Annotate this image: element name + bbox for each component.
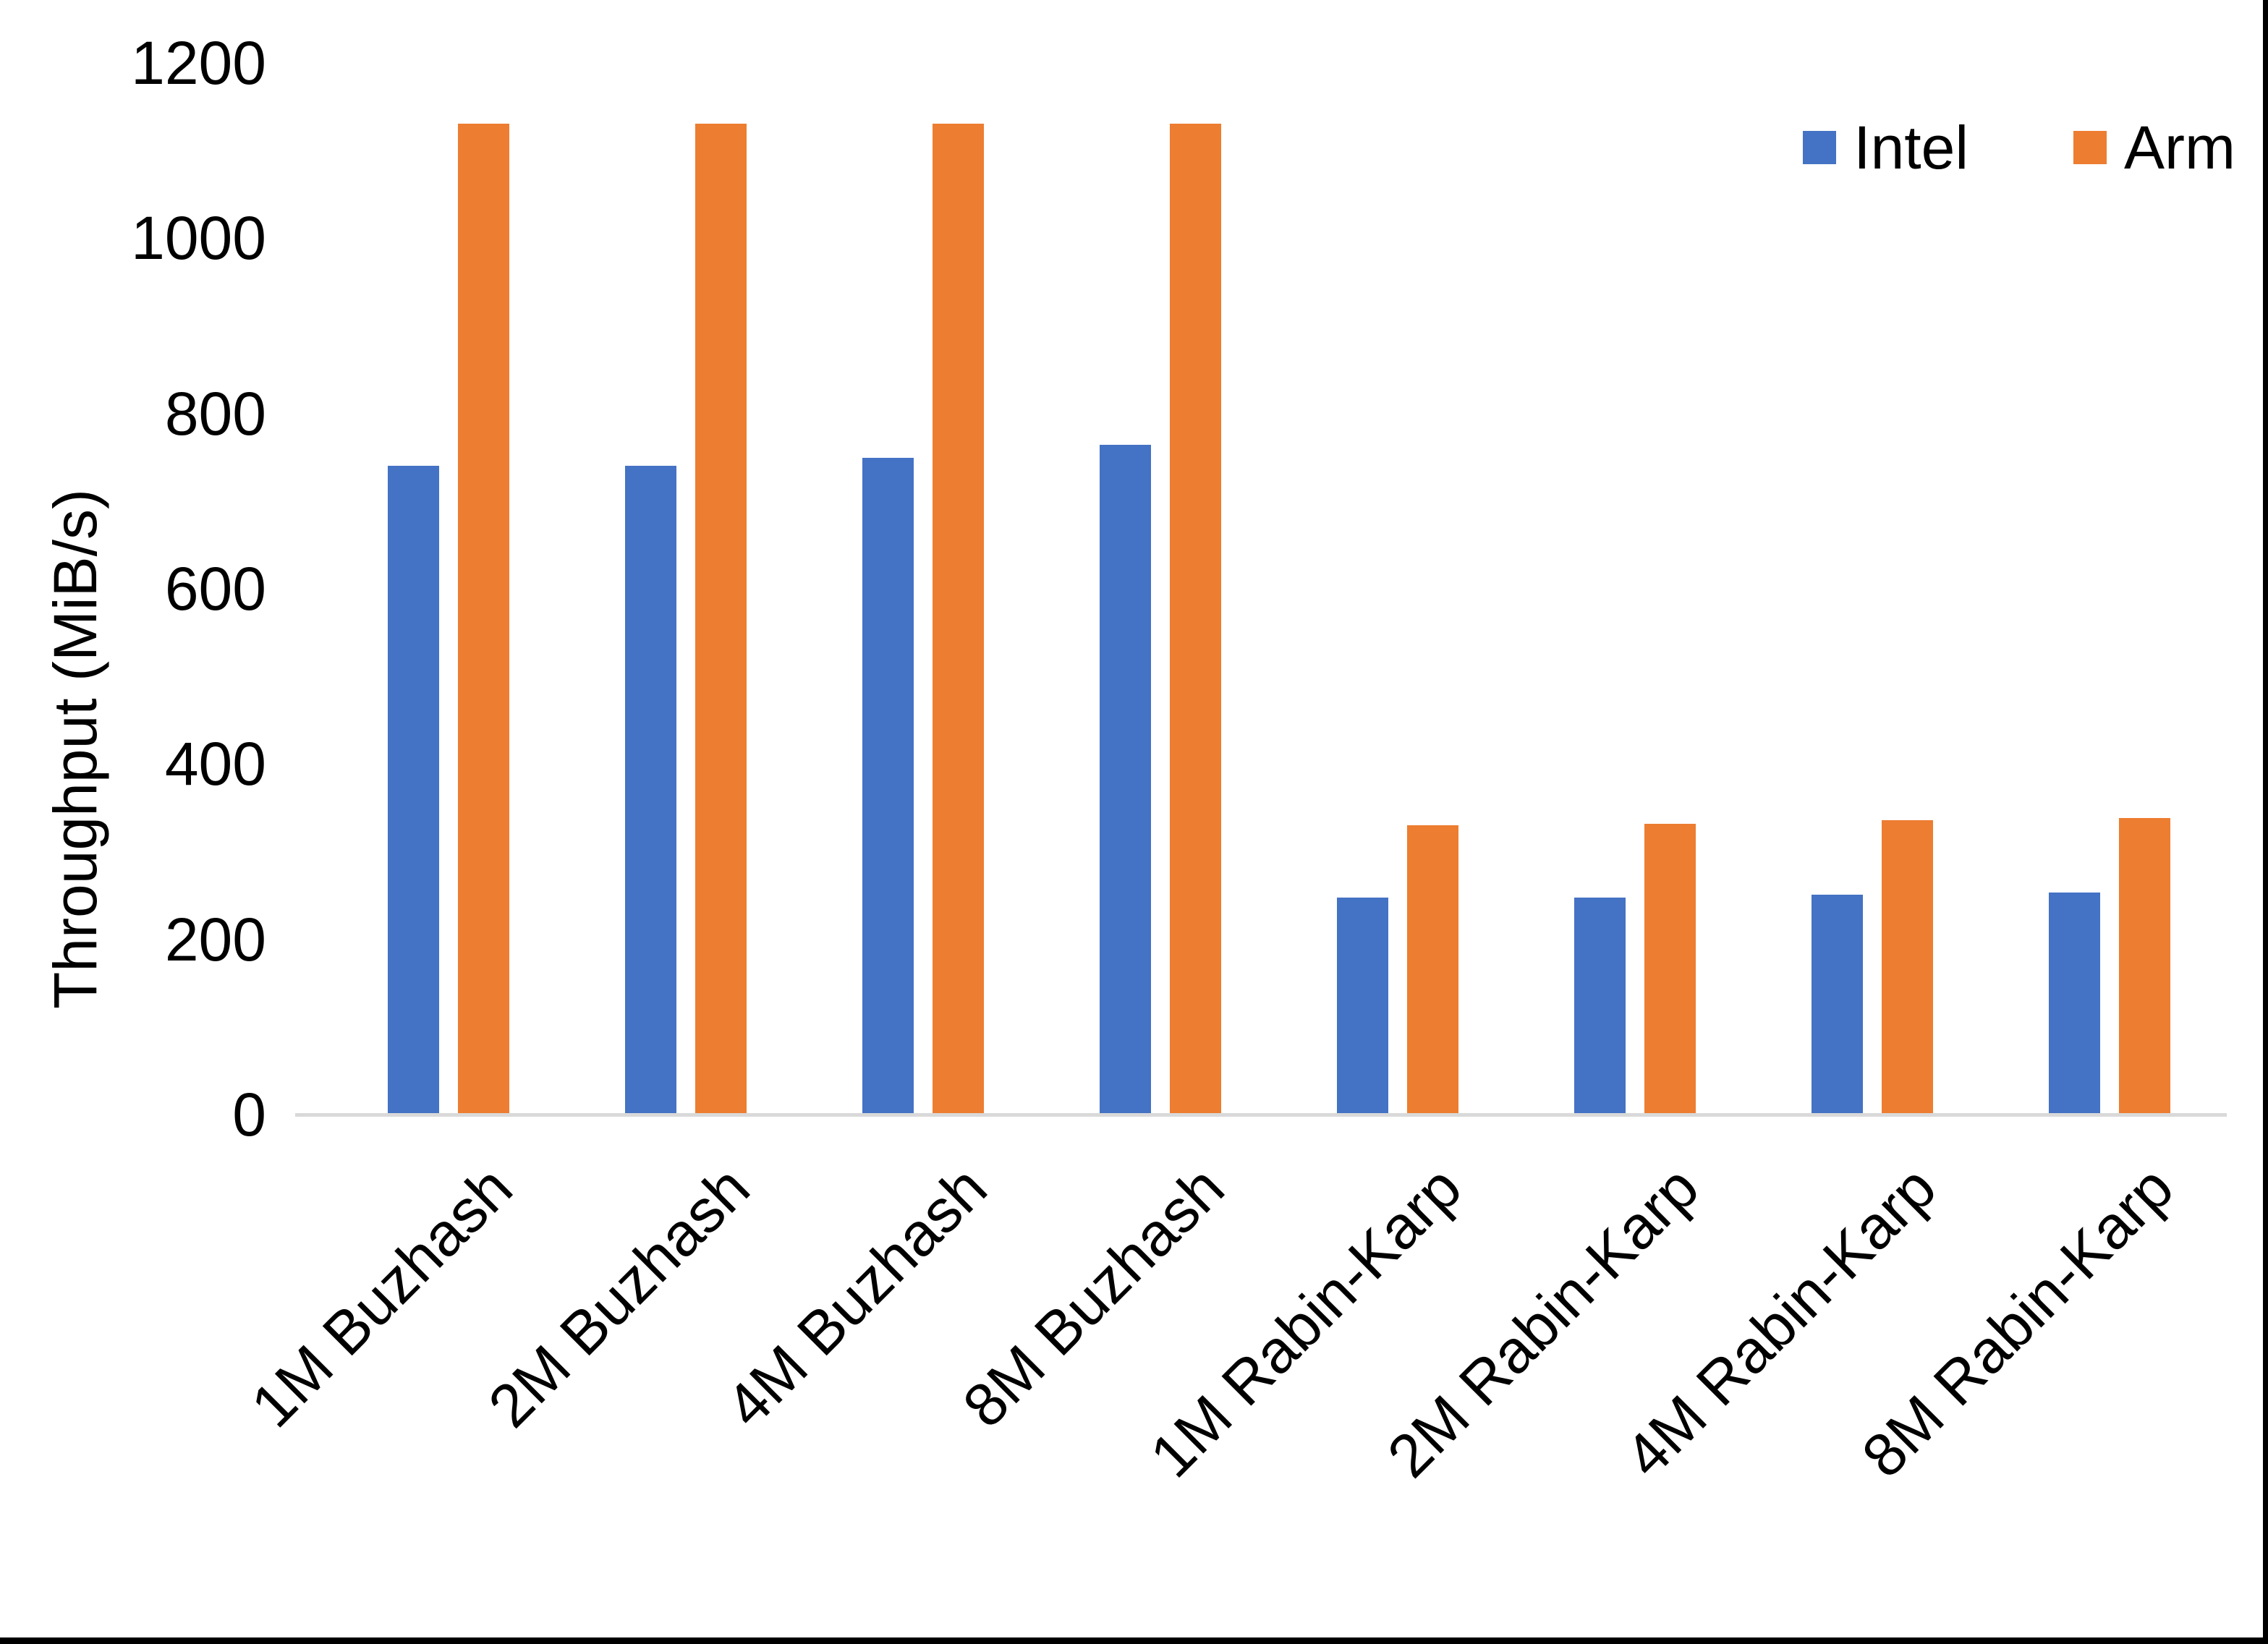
x-axis-line	[295, 1113, 2227, 1117]
legend-label-arm: Arm	[2124, 114, 2235, 182]
y-tick-label-0: 0	[232, 1081, 266, 1149]
bar-arm-1	[695, 123, 747, 1115]
bar-arm-4	[1407, 825, 1458, 1115]
bar-arm-0	[458, 123, 509, 1115]
bar-arm-5	[1644, 823, 1696, 1115]
bar-intel-0	[388, 466, 439, 1115]
bar-arm-2	[933, 123, 984, 1115]
bar-intel-6	[1812, 894, 1863, 1115]
bar-intel-3	[1100, 445, 1151, 1115]
bar-intel-2	[862, 458, 914, 1115]
bottom-border	[0, 1637, 2268, 1644]
legend-item-arm: Arm	[2073, 114, 2235, 181]
legend-swatch-intel	[1803, 131, 1837, 164]
bar-arm-6	[1882, 819, 1933, 1115]
y-tick-label-200: 200	[164, 905, 266, 974]
right-border	[2263, 0, 2268, 1644]
bar-intel-1	[625, 466, 676, 1115]
bar-arm-7	[2119, 818, 2170, 1115]
y-tick-label-400: 400	[164, 730, 266, 798]
y-tick-label-600: 600	[164, 555, 266, 623]
bar-arm-3	[1170, 123, 1221, 1115]
bar-intel-5	[1574, 897, 1626, 1115]
y-tick-label-1200: 1200	[131, 29, 266, 97]
legend-label-intel: Intel	[1853, 114, 1969, 182]
bar-intel-4	[1337, 897, 1388, 1115]
legend: Intel Arm	[1803, 114, 2235, 181]
legend-item-intel: Intel	[1803, 114, 1968, 181]
y-tick-label-1000: 1000	[131, 204, 266, 273]
legend-swatch-arm	[2073, 131, 2107, 164]
y-tick-label-800: 800	[164, 379, 266, 448]
bar-intel-7	[2049, 893, 2100, 1115]
